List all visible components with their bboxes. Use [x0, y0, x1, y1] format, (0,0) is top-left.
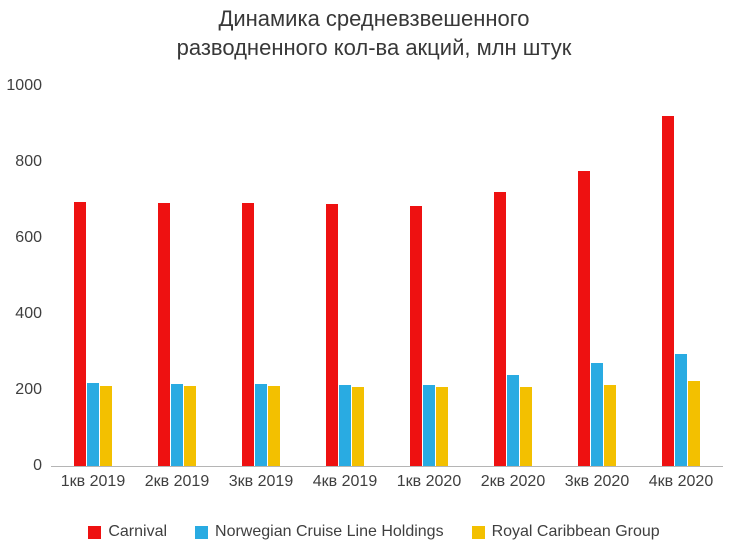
legend-label: Norwegian Cruise Line Holdings	[215, 523, 444, 540]
bar-norwegian-cruise-line-holdings	[591, 363, 603, 466]
y-tick-label: 400	[15, 305, 42, 322]
x-tick-label: 4кв 2019	[312, 473, 378, 490]
bar-group	[303, 86, 387, 466]
x-tick-label: 2кв 2019	[144, 473, 210, 490]
legend-item: Norwegian Cruise Line Holdings	[195, 523, 444, 541]
bar-royal-caribbean-group	[100, 386, 112, 466]
y-tick-label: 1000	[6, 77, 42, 94]
bar-carnival	[242, 203, 254, 466]
bar-group	[639, 86, 723, 466]
legend-label: Carnival	[108, 523, 168, 540]
legend-swatch	[195, 525, 209, 539]
legend: Carnival Norwegian Cruise Line Holdings Ro…	[0, 523, 748, 541]
legend-label: Royal Caribbean Group	[491, 523, 660, 540]
y-tick-label: 0	[33, 457, 42, 474]
bar-royal-caribbean-group	[184, 386, 196, 466]
y-tick-label: 200	[15, 381, 42, 398]
plot-area	[51, 86, 723, 467]
bar-norwegian-cruise-line-holdings	[675, 354, 687, 466]
x-tick-label: 3кв 2020	[564, 473, 630, 490]
x-tick-label: 1кв 2020	[396, 473, 462, 490]
chart-title-line2: разводненного кол-ва акций, млн штук	[176, 35, 572, 61]
legend-item: Carnival	[88, 523, 167, 541]
bar-carnival	[158, 203, 170, 466]
bar-group	[135, 86, 219, 466]
bar-norwegian-cruise-line-holdings	[255, 384, 267, 466]
bar-norwegian-cruise-line-holdings	[339, 385, 351, 466]
chart-title-line1: Динамика средневзвешенного	[218, 6, 530, 31]
bar-carnival	[494, 192, 506, 466]
bar-group	[51, 86, 135, 466]
bar-carnival	[74, 202, 86, 466]
bar-royal-caribbean-group	[352, 387, 364, 466]
x-axis: 1кв 2019 2кв 2019 3кв 2019 4кв 2019 1кв 2020…	[51, 473, 723, 491]
x-tick-label: 2кв 2020	[480, 473, 546, 490]
legend-swatch	[471, 525, 485, 539]
bar-group	[219, 86, 303, 466]
bar-carnival	[578, 171, 590, 466]
bar-norwegian-cruise-line-holdings	[423, 385, 435, 466]
bar-royal-caribbean-group	[436, 387, 448, 466]
bar-carnival	[662, 116, 674, 466]
y-tick-label: 800	[15, 153, 42, 170]
legend-item: Royal Caribbean Group	[471, 523, 660, 541]
x-tick-label: 4кв 2020	[648, 473, 714, 490]
bar-norwegian-cruise-line-holdings	[171, 384, 183, 466]
bar-carnival	[410, 206, 422, 466]
bar-royal-caribbean-group	[604, 385, 616, 466]
bar-group	[555, 86, 639, 466]
bar-group	[471, 86, 555, 466]
x-tick-label: 1кв 2019	[60, 473, 126, 490]
bar-royal-caribbean-group	[688, 381, 700, 466]
bar-group	[387, 86, 471, 466]
bar-royal-caribbean-group	[520, 387, 532, 466]
y-tick-label: 600	[15, 229, 42, 246]
bar-carnival	[326, 204, 338, 466]
chart-title: Динамика средневзвешенного разводненного…	[0, 4, 748, 62]
bar-royal-caribbean-group	[268, 386, 280, 466]
legend-swatch	[88, 525, 102, 539]
y-axis: 0 200 400 600 800 1000	[0, 77, 44, 474]
bar-norwegian-cruise-line-holdings	[507, 375, 519, 466]
x-tick-label: 3кв 2019	[228, 473, 294, 490]
bar-norwegian-cruise-line-holdings	[87, 383, 99, 466]
